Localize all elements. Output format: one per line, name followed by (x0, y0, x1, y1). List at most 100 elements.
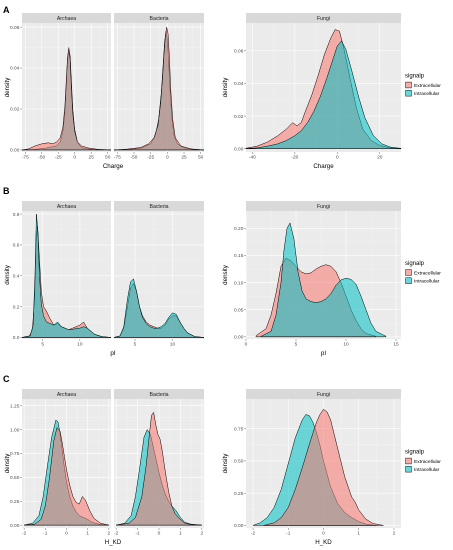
y-tick-label: 0.00 (10, 523, 20, 529)
chart-row-b: B Archaea 5 10 0.0 0.2 0.4 0.6 0.8 Bacteria 5 10 pI d… (3, 186, 441, 357)
x-tick-label: 2 (393, 530, 396, 536)
facet-strip (114, 13, 204, 23)
density-area-extracellular (263, 409, 384, 526)
legend-label: Extracellular (414, 459, 441, 465)
y-tick-label: 0.75 (10, 451, 20, 457)
facet-strip-label: Fungi (317, 392, 330, 398)
x-tick-label: -1 (43, 530, 48, 536)
y-tick-label: 0.06 (10, 25, 20, 31)
y-tick-label: 0.00 (234, 523, 244, 529)
x-tick-label: 1 (86, 530, 89, 536)
x-tick-label: 2 (201, 530, 204, 536)
y-tick-label: 0.25 (234, 491, 244, 497)
x-tick-label: -20 (291, 154, 298, 160)
y-axis-title: density (4, 264, 11, 285)
x-tick-label: 2 (108, 530, 111, 536)
x-tick-label: 0 (336, 154, 339, 160)
facet-strip (22, 13, 111, 23)
y-tick-label: 0.00 (10, 148, 20, 154)
facet-strip-label: Bacteria (149, 392, 168, 398)
facet-bacteria: Bacteria 5 10 (113, 201, 205, 347)
facet-strip-label: Archaea (57, 204, 76, 210)
legend-key-extracellular (405, 269, 412, 276)
density-area-intracellular (113, 278, 205, 338)
y-tick-label: 0.02 (234, 114, 244, 120)
y-axis-title: density (4, 77, 11, 98)
density-area-extracellular (113, 26, 205, 151)
x-tick-label: 10 (77, 341, 83, 347)
x-axis-title: pI (321, 350, 326, 357)
facet-archaea: Archaea -75 -50 -25 0 25 50 0.00 0.02 0.04 0.06 (10, 13, 112, 160)
y-tick-label: 0.10 (234, 280, 244, 286)
x-tick-label: 0 (73, 154, 76, 160)
y-tick-label: 0.8 (13, 212, 20, 218)
legend-key-intracellular (405, 90, 412, 97)
x-tick-label: 15 (393, 341, 399, 347)
facet-bacteria: Bacteria -75 -50 -25 0 25 50 (113, 13, 205, 160)
facet-strip (22, 389, 111, 399)
x-axis-title: Charge (313, 163, 334, 170)
facet-strip-label: Bacteria (149, 16, 168, 22)
x-axis-title: pI (110, 350, 115, 357)
legend-label: Intracellular (414, 279, 440, 285)
x-tick-label: 10 (343, 341, 349, 347)
x-tick-label: 10 (170, 341, 176, 347)
facet-archaea: Archaea -2 -1 0 1 2 0.00 0.25 0.50 0.75 1.00 1.25 (10, 389, 111, 536)
x-tick-label: -1 (286, 530, 291, 536)
y-tick-label: 0.15 (234, 253, 244, 259)
y-tick-label: 0.50 (10, 475, 20, 481)
legend-key-intracellular (405, 277, 412, 284)
legend-title: signalp (405, 74, 425, 80)
x-tick-label: -2 (114, 530, 119, 536)
y-axis-title: density (222, 77, 229, 98)
x-tick-label: 5 (41, 341, 44, 347)
density-area-intracellular (260, 222, 387, 338)
density-area-extracellular (23, 427, 110, 526)
legend-key-extracellular (405, 457, 412, 465)
x-tick-label: 1 (179, 530, 182, 536)
panel-letter: B (3, 186, 10, 196)
legend-label: Intracellular (414, 467, 440, 473)
x-tick-label: -75 (114, 154, 121, 160)
x-tick-label: 25 (181, 154, 187, 160)
x-tick-label: -2 (22, 530, 27, 536)
legend-key-extracellular (405, 81, 412, 89)
x-tick-label: 1 (357, 530, 360, 536)
y-tick-label: 0.00 (234, 335, 244, 341)
facet-strip (22, 201, 111, 211)
y-tick-label: 0.75 (234, 426, 244, 432)
legend: signalp Extracellular Intracellular (405, 261, 441, 285)
y-tick-label: 0.25 (10, 499, 20, 505)
x-tick-label: -2 (251, 530, 256, 536)
y-tick-label: 0.0 (13, 335, 20, 341)
x-tick-label: 50 (105, 154, 111, 160)
x-tick-label: -75 (22, 154, 29, 160)
facet-strip-label: Archaea (57, 392, 76, 398)
x-tick-label: -25 (147, 154, 154, 160)
x-tick-label: 0 (245, 341, 248, 347)
facet-fungi: Fungi -2 -1 0 1 2 0.00 0.25 0.50 0.75 (234, 389, 401, 536)
x-tick-label: 5 (134, 341, 137, 347)
x-tick-label: -40 (249, 154, 256, 160)
y-tick-label: 0.06 (234, 48, 244, 54)
y-tick-label: 1.00 (10, 427, 20, 433)
y-axis-title: density (222, 453, 229, 474)
y-tick-label: 0.50 (234, 459, 244, 465)
x-tick-label: -25 (55, 154, 62, 160)
facet-strip-label: Fungi (317, 16, 330, 22)
facet-strip-label: Bacteria (149, 204, 168, 210)
facet-archaea: Archaea 5 10 0.0 0.2 0.4 0.6 0.8 (13, 201, 112, 347)
legend: signalp Extracellular Intracellular (405, 74, 441, 97)
x-tick-label: 20 (377, 154, 383, 160)
x-axis-title: H_KD (315, 539, 332, 546)
facet-fungi: Fungi -40 -20 0 20 0.00 0.02 0.04 0.06 (234, 13, 402, 160)
legend-title: signalp (405, 450, 425, 456)
y-tick-label: 0.00 (234, 146, 244, 152)
x-tick-label: 0 (65, 530, 68, 536)
legend-label: Extracellular (414, 270, 441, 276)
y-tick-label: 0.05 (234, 307, 244, 313)
facet-fungi: Fungi 0 5 10 15 0.00 0.05 0.10 0.15 0.20 (234, 201, 401, 347)
legend: signalp Extracellular Intracellular (405, 450, 441, 473)
y-tick-label: 0.02 (10, 107, 20, 113)
